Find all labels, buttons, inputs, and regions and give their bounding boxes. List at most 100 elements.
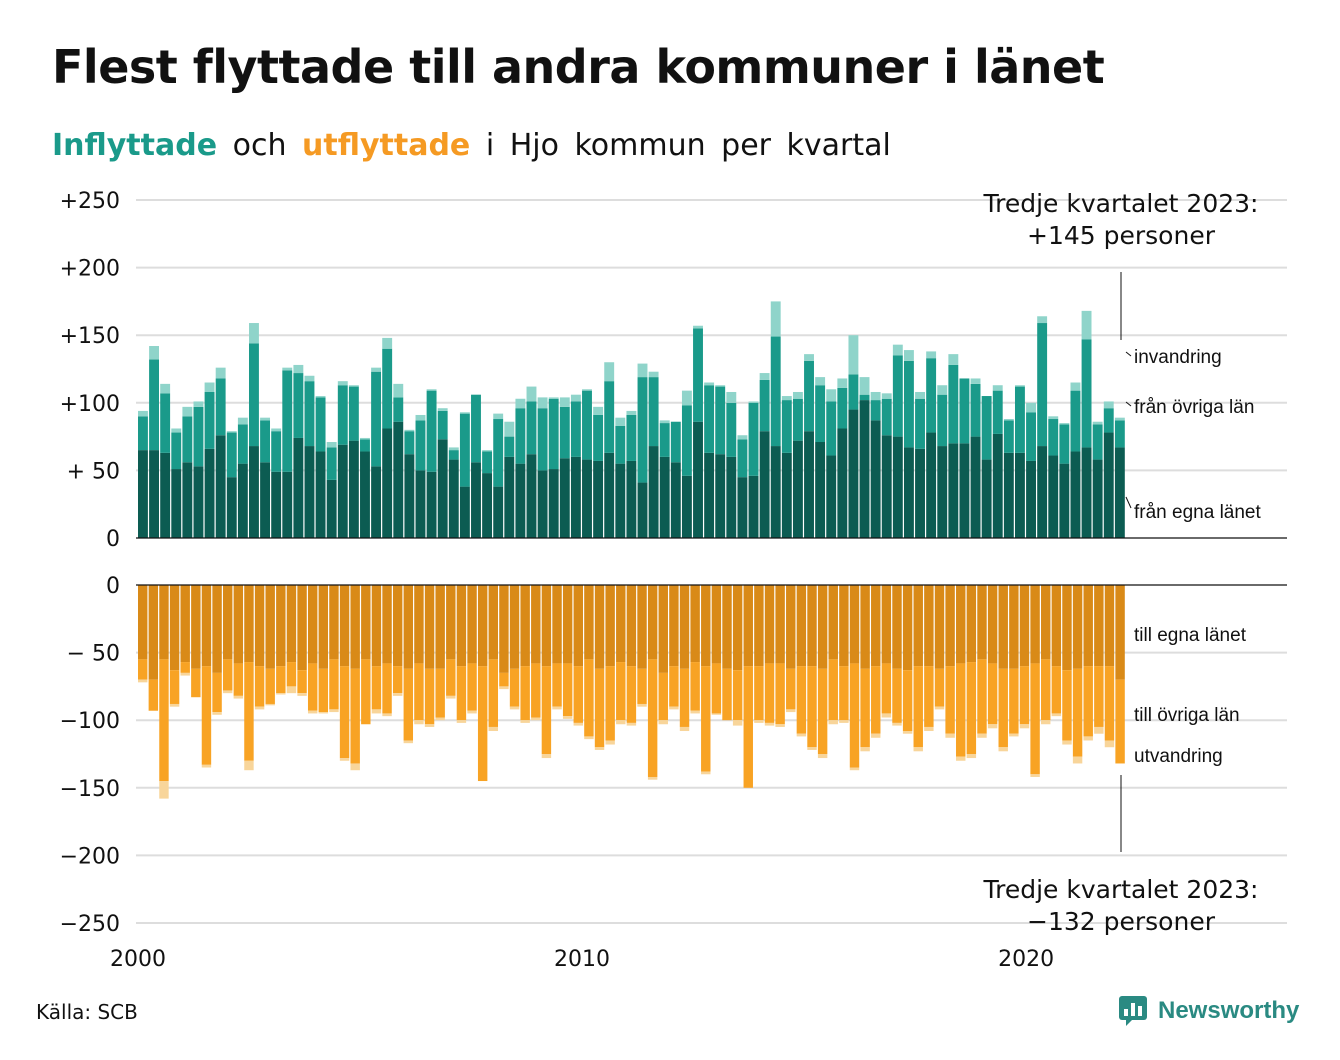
series-label-fran-egna-lanet: från egna länet	[1134, 502, 1261, 523]
outflow-other-county-bar	[945, 666, 955, 734]
outflow-other-county-bar	[531, 663, 541, 718]
outflow-own-county-bar	[244, 585, 254, 663]
inflow-other-county-bar	[548, 398, 559, 470]
inflow-immigration-bar	[271, 428, 282, 432]
inflow-other-county-bar	[138, 416, 148, 451]
inflow-other-county-bar	[537, 408, 548, 471]
outflow-emigration-bar	[807, 747, 817, 750]
inflow-immigration-bar	[1026, 402, 1036, 413]
outflow-other-county-bar	[584, 659, 594, 737]
outflow-emigration-bar	[764, 722, 775, 726]
outflow-own-county-bar	[701, 585, 711, 667]
series-label-till-egna-lanet: till egna länet	[1134, 625, 1247, 646]
inflow-immigration-bar	[759, 373, 770, 380]
outflow-other-county-bar	[616, 662, 626, 721]
outflow-emigration-bar	[987, 724, 998, 729]
inflow-immigration-bar	[1059, 423, 1070, 425]
inflow-own-county-bar	[948, 443, 959, 538]
inflow-immigration-bar	[182, 406, 193, 417]
inflow-own-county-bar	[537, 470, 548, 538]
inflow-other-county-bar	[1103, 408, 1114, 433]
inflow-other-county-bar	[482, 451, 493, 474]
outflow-own-county-bar	[1072, 585, 1083, 669]
outflow-emigration-bar	[1041, 720, 1051, 725]
outflow-own-county-bar	[1019, 585, 1030, 667]
outflow-own-county-bar	[1009, 585, 1019, 669]
outflow-other-county-bar	[647, 659, 658, 777]
outflow-emigration-bar	[775, 724, 785, 727]
outflow-other-county-bar	[1115, 679, 1125, 764]
outflow-other-county-bar	[924, 666, 934, 727]
inflow-other-county-bar	[892, 355, 903, 437]
inflow-other-county-bar	[604, 381, 615, 453]
inflow-immigration-bar	[526, 386, 537, 402]
outflow-emigration-bar	[169, 703, 180, 707]
outflow-own-county-bar	[966, 585, 977, 663]
outflow-emigration-bar	[1104, 740, 1115, 748]
outflow-emigration-bar	[573, 722, 583, 726]
inflow-own-county-bar	[626, 460, 637, 538]
outflow-emigration-bar	[669, 706, 679, 710]
inflow-own-county-bar	[926, 432, 937, 538]
inflow-other-county-bar	[382, 348, 393, 429]
inflow-immigration-bar	[548, 397, 559, 399]
outflow-other-county-bar	[1051, 666, 1062, 714]
outflow-own-county-bar	[541, 585, 552, 667]
inflow-immigration-bar	[1014, 385, 1025, 387]
inflow-other-county-bar	[337, 385, 348, 445]
outflow-other-county-bar	[669, 666, 679, 707]
outflow-own-county-bar	[881, 585, 892, 664]
outflow-other-county-bar	[722, 668, 732, 721]
outflow-other-county-bar	[637, 668, 647, 704]
inflow-immigration-bar	[260, 417, 271, 421]
inflow-own-county-bar	[448, 459, 459, 538]
outflow-other-county-bar	[817, 668, 828, 754]
inflow-own-county-bar	[1003, 452, 1014, 538]
outflow-own-county-bar	[977, 585, 987, 660]
inflow-other-county-bar	[848, 374, 859, 410]
inflow-own-county-bar	[848, 409, 859, 538]
outflow-own-county-bar	[467, 585, 477, 664]
inflow-own-county-bar	[371, 466, 382, 538]
series-label-utvandring: utvandring	[1134, 746, 1223, 767]
outflow-own-county-bar	[647, 585, 658, 660]
series-label-fran-ovriga-lan: från övriga län	[1134, 397, 1254, 418]
outflow-emigration-bar	[977, 733, 987, 738]
outflow-other-county-bar	[403, 668, 414, 741]
outflow-own-county-bar	[626, 585, 637, 667]
inflow-other-county-bar	[193, 406, 204, 467]
inflow-immigration-bar	[781, 396, 792, 401]
outflow-emigration-bar	[1030, 774, 1040, 777]
inflow-immigration-bar	[348, 385, 359, 387]
outflow-emigration-bar	[307, 710, 318, 714]
outflow-emigration-bar	[488, 726, 499, 732]
outflow-emigration-bar	[159, 781, 169, 799]
inflow-own-county-bar	[237, 463, 248, 538]
inflow-other-county-bar	[704, 385, 715, 453]
inflow-immigration-bar	[1081, 310, 1092, 340]
inflow-immigration-bar	[559, 397, 570, 407]
outflow-other-county-bar	[499, 672, 509, 687]
outflow-own-county-bar	[350, 585, 360, 669]
outflow-own-county-bar	[371, 585, 382, 667]
outflow-own-county-bar	[1104, 585, 1115, 667]
inflow-own-county-bar	[337, 444, 348, 538]
inflow-own-county-bar	[459, 486, 470, 538]
inflow-immigration-bar	[926, 351, 937, 359]
outflow-other-county-bar	[138, 659, 148, 680]
outflow-other-county-bar	[212, 672, 222, 713]
inflow-other-county-bar	[1037, 323, 1048, 447]
outflow-own-county-bar	[860, 585, 870, 669]
inflow-own-county-bar	[382, 428, 393, 538]
inflow-other-county-bar	[415, 420, 426, 471]
inflow-own-county-bar	[437, 439, 448, 538]
inflow-own-county-bar	[249, 446, 259, 538]
inflow-immigration-bar	[237, 417, 248, 425]
outflow-other-county-bar	[265, 668, 275, 704]
outflow-other-county-bar	[318, 668, 329, 713]
inflow-other-county-bar	[1059, 424, 1070, 464]
outflow-other-county-bar	[1019, 666, 1030, 725]
outflow-other-county-bar	[701, 666, 711, 772]
outflow-own-county-bar	[435, 585, 445, 669]
